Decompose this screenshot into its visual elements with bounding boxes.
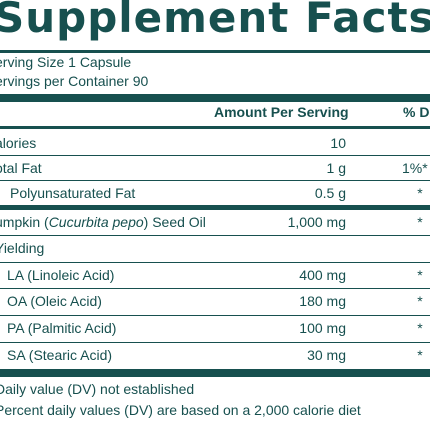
amount-per-serving-header: Amount Per Serving — [214, 104, 349, 120]
ingredient-name: PA (Palmitic Acid) — [7, 320, 117, 336]
nutrient-row: alories 10 — [0, 131, 430, 155]
row-divider — [0, 155, 430, 156]
nutrient-name: Polyunsaturated Fat — [10, 185, 136, 201]
header-rule — [0, 126, 430, 129]
servings-per-container: ervings per Container 90 — [0, 73, 149, 89]
row-divider — [0, 288, 430, 289]
ingredient-name: SA (Stearic Acid) — [7, 347, 113, 363]
nutrient-amount: 1 g — [326, 160, 346, 176]
serving-size: erving Size 1 Capsule — [0, 54, 132, 70]
botanical-name: Cucurbita pepo — [48, 214, 144, 230]
nutrient-name: alories — [0, 135, 37, 151]
nutrient-row: otal Fat 1 g 1%* — [0, 156, 430, 180]
thick-rule-bottom — [0, 369, 430, 377]
ingredient-name-end: ) Seed Oil — [143, 214, 206, 230]
row-divider — [0, 180, 430, 181]
nutrient-dv: * — [417, 185, 423, 201]
thick-rule-mid — [0, 205, 430, 210]
ingredient-amount: 400 mg — [299, 267, 346, 283]
title-rule — [0, 50, 430, 53]
ingredient-amount: 100 mg — [299, 320, 346, 336]
ingredient-name: Yielding — [0, 240, 45, 256]
row-divider — [0, 342, 430, 343]
daily-value-header: % D — [403, 104, 430, 120]
ingredient-row: OA (Oleic Acid) 180 mg * — [0, 289, 430, 313]
ingredient-dv: * — [417, 347, 423, 363]
ingredient-dv: * — [417, 293, 423, 309]
ingredient-name: umpkin (Cucurbita pepo) Seed Oil — [0, 210, 206, 234]
nutrient-dv: 1%* — [402, 160, 428, 176]
ingredient-row: PA (Palmitic Acid) 100 mg * — [0, 316, 430, 340]
row-divider — [0, 315, 430, 316]
nutrient-amount: 10 — [330, 135, 346, 151]
ingredient-row: SA (Stearic Acid) 30 mg * — [0, 343, 430, 367]
nutrient-row: Polyunsaturated Fat 0.5 g * — [0, 181, 430, 205]
ingredient-row: umpkin (Cucurbita pepo) Seed Oil 1,000 m… — [0, 210, 430, 234]
ingredient-row: Yielding — [0, 236, 430, 260]
ingredient-amount: 180 mg — [299, 293, 346, 309]
ingredient-amount: 1,000 mg — [287, 214, 346, 230]
ingredient-dv: * — [417, 320, 423, 336]
ingredient-dv: * — [417, 267, 423, 283]
row-divider — [0, 235, 430, 236]
ingredient-name: OA (Oleic Acid) — [7, 293, 102, 309]
ingredient-row: LA (Linoleic Acid) 400 mg * — [0, 263, 430, 287]
footnote-calorie-basis: Percent daily values (DV) are based on a… — [0, 402, 361, 418]
ingredient-name: LA (Linoleic Acid) — [7, 267, 115, 283]
panel-title: Supplement Facts — [0, 0, 430, 42]
nutrient-name: otal Fat — [0, 160, 42, 176]
row-divider — [0, 262, 430, 263]
ingredient-dv: * — [417, 214, 423, 230]
nutrient-amount: 0.5 g — [314, 185, 346, 201]
ingredient-amount: 30 mg — [307, 347, 346, 363]
footnote-dv-not-established: Daily value (DV) not established — [0, 381, 195, 397]
thick-rule-top — [0, 94, 430, 102]
ingredient-name-start: umpkin ( — [0, 214, 49, 230]
